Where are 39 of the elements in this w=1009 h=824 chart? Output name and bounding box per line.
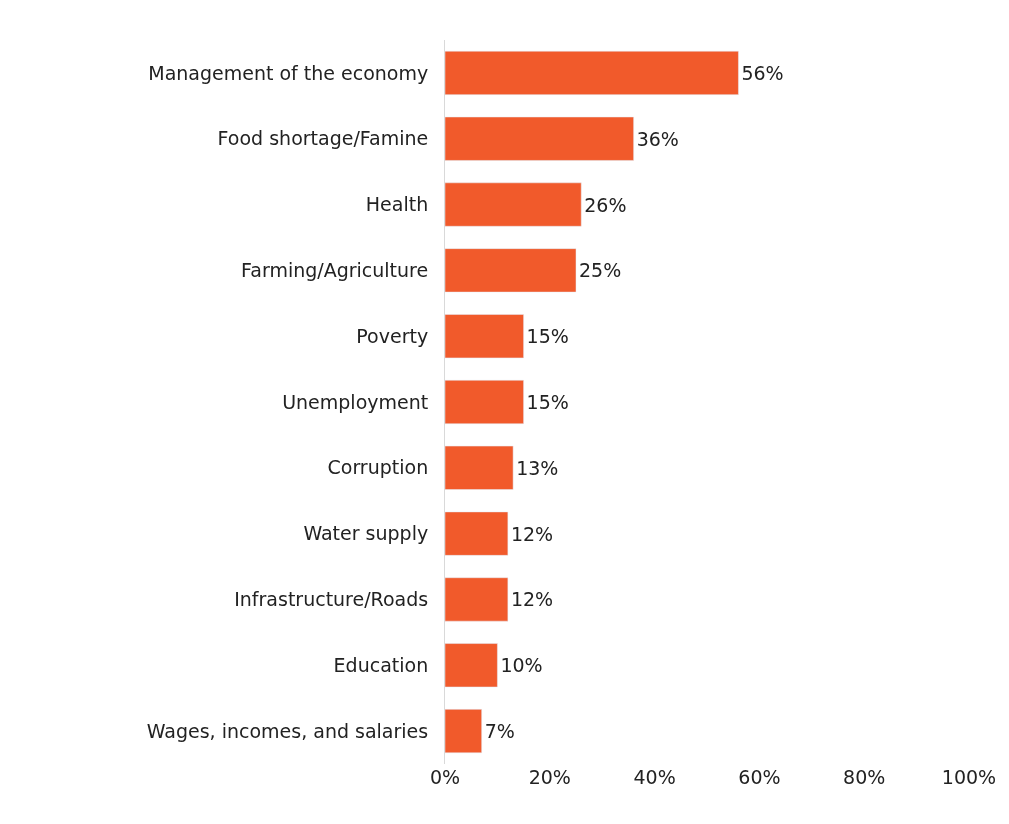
bar [445,709,482,754]
y-tick-label: Health [365,193,429,216]
bar [445,577,509,622]
data-label: 12% [510,522,554,545]
data-label: 15% [526,391,569,413]
data-label: 12% [510,588,554,611]
data-label: 7% [484,720,515,743]
y-tick-label: Water supply [303,522,429,545]
bar [445,248,577,293]
y-tick-label: Food shortage/Famine [217,127,429,150]
y-tick-label: Infrastructure/Roads [234,588,429,611]
bar [445,116,634,161]
bar [445,445,514,490]
data-label: 13% [516,456,559,479]
y-tick-label: Corruption [327,456,429,479]
y-tick-label: Management of the economy [148,61,429,84]
bar [445,643,498,688]
x-tick-label: 0% [429,766,461,788]
y-tick-label: Poverty [356,324,429,347]
y-tick-label: Farming/Agriculture [241,259,429,282]
x-tick-label: 20% [528,766,571,788]
data-label: 36% [636,127,679,150]
data-label: 15% [526,325,569,348]
y-tick-label: Education [333,653,429,676]
data-label: 10% [500,654,543,677]
y-tick-label: Wages, incomes, and salaries [146,719,429,742]
bar [445,511,509,556]
data-label: 25% [579,259,622,282]
x-tick-label: 100% [941,766,997,788]
x-tick-label: 60% [738,766,781,788]
x-tick-label: 40% [633,766,676,788]
data-label: 56% [741,61,784,84]
bar [445,314,524,359]
bar [445,182,582,227]
bar [445,50,739,95]
x-tick-label: 80% [843,766,886,788]
data-label: 26% [584,193,627,216]
y-tick-label: Unemployment [282,390,429,413]
bar [445,380,524,424]
